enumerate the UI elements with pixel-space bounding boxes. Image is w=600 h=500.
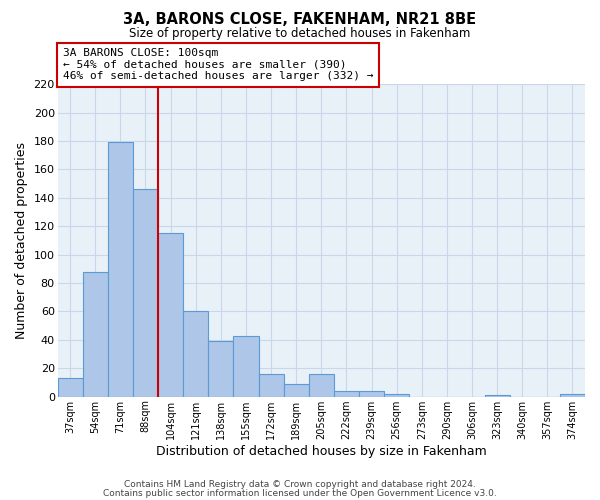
Bar	[334, 391, 359, 396]
Bar	[560, 394, 585, 396]
Bar	[208, 342, 233, 396]
Bar	[158, 234, 183, 396]
Bar	[183, 312, 208, 396]
Bar	[485, 395, 509, 396]
Bar	[83, 272, 108, 396]
Bar	[58, 378, 83, 396]
Bar	[233, 336, 259, 396]
Text: Contains HM Land Registry data © Crown copyright and database right 2024.: Contains HM Land Registry data © Crown c…	[124, 480, 476, 489]
Bar	[384, 394, 409, 396]
X-axis label: Distribution of detached houses by size in Fakenham: Distribution of detached houses by size …	[156, 444, 487, 458]
Bar	[108, 142, 133, 396]
Text: 3A BARONS CLOSE: 100sqm
← 54% of detached houses are smaller (390)
46% of semi-d: 3A BARONS CLOSE: 100sqm ← 54% of detache…	[62, 48, 373, 82]
Bar	[309, 374, 334, 396]
Text: Size of property relative to detached houses in Fakenham: Size of property relative to detached ho…	[130, 28, 470, 40]
Bar	[259, 374, 284, 396]
Text: Contains public sector information licensed under the Open Government Licence v3: Contains public sector information licen…	[103, 488, 497, 498]
Bar	[359, 391, 384, 396]
Bar	[133, 190, 158, 396]
Text: 3A, BARONS CLOSE, FAKENHAM, NR21 8BE: 3A, BARONS CLOSE, FAKENHAM, NR21 8BE	[124, 12, 476, 28]
Bar	[284, 384, 309, 396]
Y-axis label: Number of detached properties: Number of detached properties	[15, 142, 28, 339]
